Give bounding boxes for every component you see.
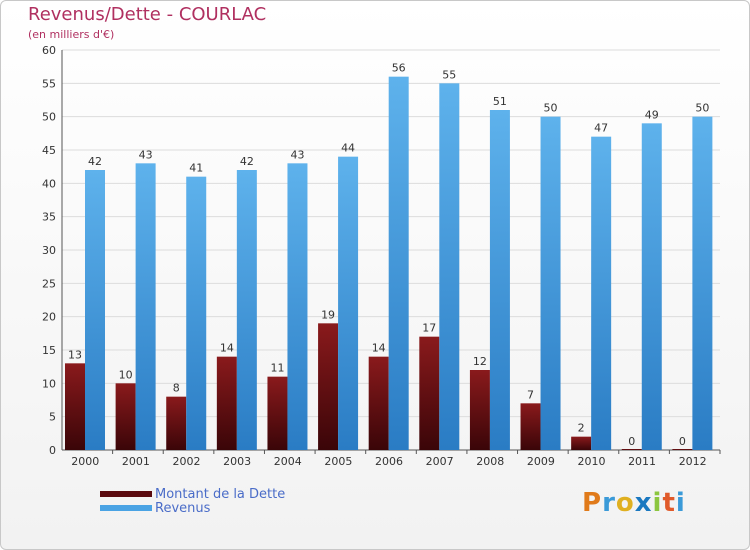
y-tick-label: 20 — [42, 311, 56, 324]
data-label-revenus: 56 — [392, 62, 406, 75]
legend-label-revenus: Revenus — [155, 501, 211, 516]
data-label-revenus: 49 — [645, 108, 659, 121]
bar-revenus — [287, 163, 308, 451]
bar-revenus — [338, 156, 359, 450]
bar-dette — [166, 396, 187, 450]
bar-revenus — [186, 176, 207, 450]
data-label-dette: 0 — [679, 435, 686, 448]
data-label-dette: 8 — [173, 382, 180, 395]
legend-label-dette: Montant de la Dette — [155, 487, 286, 502]
chart-subtitle: (en milliers d'€) — [28, 28, 115, 41]
data-label-dette: 11 — [270, 362, 284, 375]
bar-dette — [672, 449, 693, 450]
y-tick-label: 35 — [42, 211, 56, 224]
y-tick-label: 25 — [42, 277, 56, 290]
legend-swatch-dette — [100, 491, 152, 497]
bar-revenus — [540, 116, 561, 451]
data-label-dette: 0 — [628, 435, 635, 448]
x-tick-label: 2000 — [71, 455, 99, 468]
data-label-revenus: 44 — [341, 142, 355, 155]
bar-dette — [318, 323, 339, 450]
data-label-dette: 19 — [321, 308, 335, 321]
x-tick-label: 2010 — [577, 455, 605, 468]
x-tick-label: 2001 — [122, 455, 150, 468]
y-tick-label: 55 — [42, 77, 56, 90]
x-tick-label: 2011 — [628, 455, 656, 468]
chart-title: Revenus/Dette - COURLAC — [28, 4, 267, 25]
y-tick-label: 15 — [42, 344, 56, 357]
bar-revenus — [388, 76, 409, 451]
bar-revenus — [591, 136, 612, 450]
y-tick-label: 10 — [42, 377, 56, 390]
data-label-dette: 14 — [372, 342, 386, 355]
data-label-revenus: 51 — [493, 95, 507, 108]
x-tick-label: 2012 — [679, 455, 707, 468]
bar-revenus — [439, 83, 460, 450]
bar-dette — [520, 403, 541, 450]
bar-revenus — [489, 110, 510, 450]
data-label-dette: 7 — [527, 388, 534, 401]
bar-dette — [267, 376, 288, 450]
proxiti-logo: Proxiti — [582, 488, 686, 518]
y-tick-label: 60 — [42, 44, 56, 57]
bar-dette — [419, 336, 440, 450]
data-label-dette: 12 — [473, 355, 487, 368]
bar-revenus — [85, 170, 105, 450]
data-label-revenus: 42 — [88, 155, 102, 168]
bar-revenus — [135, 163, 156, 451]
bar-dette — [621, 449, 642, 450]
y-tick-label: 30 — [42, 244, 56, 257]
bar-dette — [368, 356, 389, 450]
data-label-revenus: 47 — [594, 122, 608, 135]
x-tick-label: 2002 — [173, 455, 201, 468]
bar-revenus — [641, 123, 662, 450]
x-tick-label: 2006 — [375, 455, 403, 468]
y-tick-label: 50 — [42, 111, 56, 124]
y-tick-label: 45 — [42, 144, 56, 157]
data-label-dette: 10 — [119, 368, 133, 381]
data-label-revenus: 41 — [189, 162, 203, 175]
x-tick-label: 2009 — [527, 455, 555, 468]
data-label-revenus: 50 — [544, 102, 558, 115]
bar-revenus — [236, 170, 257, 450]
x-tick-label: 2008 — [476, 455, 504, 468]
data-label-revenus: 43 — [139, 148, 153, 161]
data-label-dette: 13 — [68, 348, 82, 361]
y-tick-label: 0 — [49, 444, 56, 457]
y-tick-label: 5 — [49, 411, 56, 424]
bar-revenus — [692, 116, 713, 451]
x-tick-label: 2003 — [223, 455, 251, 468]
legend-swatch-revenus — [100, 505, 152, 511]
data-label-revenus: 50 — [695, 102, 709, 115]
bar-dette — [469, 370, 490, 450]
data-label-dette: 14 — [220, 342, 234, 355]
data-label-revenus: 55 — [442, 68, 456, 81]
x-tick-label: 2004 — [274, 455, 302, 468]
data-label-revenus: 43 — [290, 148, 304, 161]
bar-dette — [65, 363, 85, 450]
bar-dette — [571, 436, 592, 450]
bar-dette — [216, 356, 237, 450]
x-tick-label: 2007 — [426, 455, 454, 468]
data-label-dette: 2 — [578, 422, 585, 435]
data-label-dette: 17 — [422, 322, 436, 335]
bar-dette — [115, 383, 136, 450]
y-tick-label: 40 — [42, 177, 56, 190]
data-label-revenus: 42 — [240, 155, 254, 168]
x-tick-label: 2005 — [324, 455, 352, 468]
